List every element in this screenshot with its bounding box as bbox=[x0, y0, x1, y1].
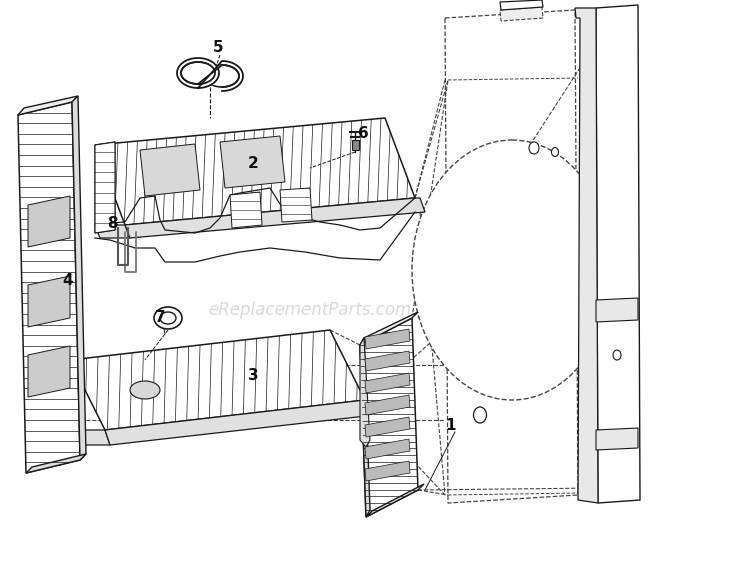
Text: 2: 2 bbox=[248, 156, 259, 171]
Ellipse shape bbox=[551, 148, 559, 157]
Polygon shape bbox=[230, 192, 262, 228]
Text: 5: 5 bbox=[213, 40, 223, 55]
Text: eReplacementParts.com: eReplacementParts.com bbox=[209, 301, 412, 319]
Ellipse shape bbox=[181, 62, 215, 84]
Ellipse shape bbox=[205, 65, 239, 87]
Polygon shape bbox=[28, 346, 70, 397]
Polygon shape bbox=[95, 118, 415, 225]
Polygon shape bbox=[140, 144, 200, 196]
Polygon shape bbox=[500, 0, 543, 10]
Polygon shape bbox=[360, 338, 370, 447]
Polygon shape bbox=[365, 395, 410, 415]
Text: 7: 7 bbox=[155, 310, 166, 325]
Polygon shape bbox=[365, 417, 410, 437]
Polygon shape bbox=[125, 198, 425, 238]
Polygon shape bbox=[28, 196, 70, 247]
Polygon shape bbox=[365, 373, 410, 393]
Polygon shape bbox=[70, 330, 365, 430]
Polygon shape bbox=[196, 63, 224, 86]
Polygon shape bbox=[365, 351, 410, 371]
Polygon shape bbox=[280, 188, 312, 222]
Polygon shape bbox=[360, 318, 418, 517]
Text: 4: 4 bbox=[62, 273, 73, 288]
Polygon shape bbox=[72, 96, 86, 460]
Polygon shape bbox=[105, 400, 375, 445]
Polygon shape bbox=[95, 225, 130, 238]
Ellipse shape bbox=[154, 307, 182, 329]
Polygon shape bbox=[95, 142, 115, 233]
Ellipse shape bbox=[130, 381, 160, 399]
Polygon shape bbox=[18, 96, 78, 115]
Polygon shape bbox=[596, 298, 638, 322]
Polygon shape bbox=[95, 142, 115, 233]
Polygon shape bbox=[18, 102, 80, 473]
Polygon shape bbox=[28, 276, 70, 327]
Polygon shape bbox=[365, 439, 410, 459]
Polygon shape bbox=[596, 428, 638, 450]
Polygon shape bbox=[360, 312, 418, 345]
Polygon shape bbox=[220, 136, 285, 188]
Ellipse shape bbox=[160, 312, 176, 324]
Polygon shape bbox=[365, 461, 410, 481]
Ellipse shape bbox=[613, 350, 621, 360]
Polygon shape bbox=[445, 10, 578, 503]
Polygon shape bbox=[500, 7, 543, 21]
Ellipse shape bbox=[529, 142, 539, 154]
Polygon shape bbox=[365, 329, 410, 349]
Text: 6: 6 bbox=[358, 126, 369, 141]
Text: 8: 8 bbox=[107, 216, 118, 231]
Text: 1: 1 bbox=[445, 418, 455, 433]
Ellipse shape bbox=[412, 140, 612, 400]
Ellipse shape bbox=[473, 407, 487, 423]
Polygon shape bbox=[360, 338, 370, 517]
Polygon shape bbox=[596, 5, 640, 503]
Polygon shape bbox=[70, 430, 110, 445]
Bar bbox=[352, 140, 359, 150]
Text: 3: 3 bbox=[248, 368, 259, 383]
Polygon shape bbox=[366, 484, 424, 517]
Polygon shape bbox=[575, 8, 598, 503]
Polygon shape bbox=[26, 454, 86, 473]
